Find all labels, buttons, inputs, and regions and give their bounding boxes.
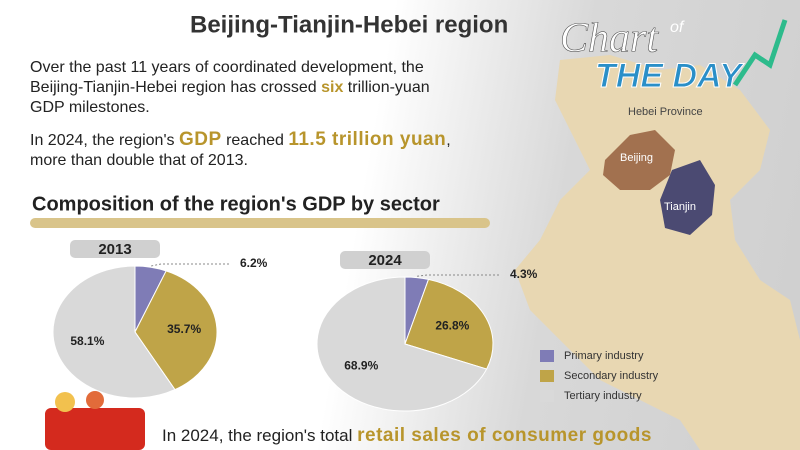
page-title: Beijing-Tianjin-Hebei region (190, 11, 508, 38)
highlight: 11.5 trillion yuan (288, 129, 447, 150)
pie-slice (404, 278, 494, 370)
value-label: 58.1% (70, 334, 104, 348)
value-label: 4.3% (510, 267, 538, 281)
pie-slice (316, 276, 488, 412)
highlight: six (321, 79, 344, 96)
value-label: 35.7% (167, 322, 201, 336)
legend-swatch (540, 350, 554, 362)
year-tab (70, 240, 160, 258)
basket-icon (45, 408, 145, 450)
legend-swatch (540, 370, 554, 382)
province-label: Hebei Province (628, 106, 703, 118)
logo-word: Chart (560, 16, 659, 62)
beijing-region (603, 130, 675, 190)
tianjin-region (660, 160, 715, 235)
pie-title: 2024 (368, 252, 402, 269)
hebei-map (515, 55, 800, 450)
text: In 2024, the region's (30, 132, 179, 149)
legend-swatch (540, 390, 554, 402)
basket-item (86, 391, 104, 409)
section-title: Composition of the region's GDP by secto… (32, 193, 440, 215)
pie-slice (52, 265, 176, 399)
leader-line (151, 263, 230, 267)
pie-slice (134, 270, 218, 391)
basket-item (55, 392, 75, 412)
legend-label: Secondary industry (564, 370, 659, 382)
text: Over the past 11 years of coordinated de… (30, 59, 424, 96)
pie-title: 2013 (98, 241, 131, 258)
value-label: 68.9% (344, 359, 378, 373)
year-tab (340, 251, 430, 269)
value-label: 26.8% (435, 318, 469, 332)
highlight: GDP (178, 129, 222, 150)
text: reached (221, 132, 289, 149)
city-label: Tianjin (664, 201, 696, 213)
legend-label: Primary industry (564, 350, 644, 362)
logo-day: THE DAY (595, 57, 745, 95)
logo-of: of (670, 19, 685, 36)
text: , more than double that of 2013. (30, 132, 451, 169)
intro-text: Over the past 11 years of coordinated de… (30, 58, 450, 118)
legend-label: Tertiary industry (564, 390, 642, 402)
highlight: retail sales of consumer goods (357, 425, 652, 446)
value-label: 6.2% (240, 256, 268, 270)
logo-arrow (732, 19, 788, 87)
heading-underline (30, 218, 490, 228)
city-label: Beijing (620, 152, 653, 164)
footer-text: In 2024, the region's total retail sales… (162, 426, 800, 446)
gdp-text: In 2024, the region's GDP reached 11.5 t… (30, 130, 460, 171)
text: In 2024, the region's total (162, 426, 358, 445)
leader-line (417, 274, 500, 277)
text: trillion-yuan GDP milestones. (30, 79, 430, 116)
